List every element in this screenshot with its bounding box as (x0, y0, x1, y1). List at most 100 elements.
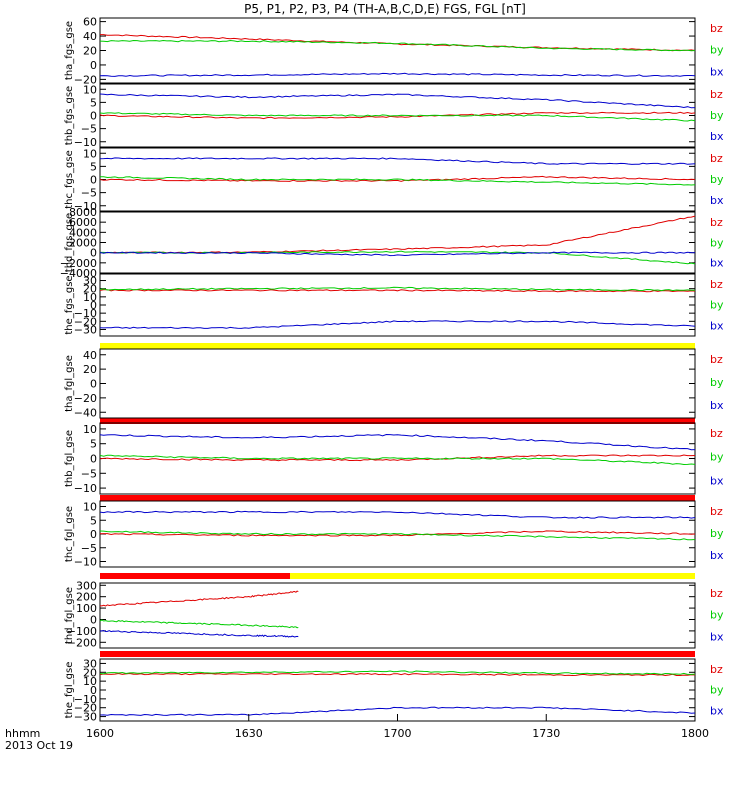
y-tick-label: −20 (74, 392, 97, 405)
panel-frame (99, 211, 696, 274)
y-tick-label: −20 (74, 315, 97, 328)
series-bx (99, 157, 696, 165)
status-strip (100, 651, 695, 657)
footer-hhmm: hhmm (5, 727, 40, 740)
y-tick-label: 5 (90, 438, 97, 451)
y-tick-label: −2000 (60, 257, 97, 270)
y-tick-label: 8000 (69, 206, 97, 219)
y-tick-label: 0 (90, 59, 97, 72)
legend-bz: bz (710, 88, 723, 101)
panel-frame (99, 582, 696, 649)
y-tick-label: 40 (83, 349, 97, 362)
figure-title: P5, P1, P2, P3, P4 (TH-A,B,C,D,E) FGS, F… (244, 2, 526, 16)
series-bz (99, 289, 696, 293)
y-tick-label: 60 (83, 16, 97, 29)
legend-bz: bz (710, 427, 723, 440)
series-bz (99, 672, 696, 677)
y-tick-label: 6000 (69, 216, 97, 229)
y-axis-label: the_fgl_gse (64, 662, 75, 719)
y-tick-label: 5 (90, 160, 97, 173)
y-tick-label: 10 (83, 147, 97, 160)
series-by (99, 286, 695, 292)
series-bz (99, 111, 696, 120)
series-bx (99, 72, 696, 77)
y-tick-label: 40 (83, 30, 97, 43)
x-axis: 1600 1630 1700 1730 1800 (86, 714, 709, 740)
legend-bx: bx (710, 257, 724, 270)
legend-by: by (710, 44, 724, 57)
legend-bz: bz (710, 152, 723, 165)
y-tick-label: 10 (83, 675, 97, 688)
series-bx (99, 251, 696, 257)
legend-bz: bz (710, 587, 723, 600)
series-by (99, 39, 696, 52)
y-tick-label: −5 (81, 542, 97, 555)
legend-by: by (710, 109, 724, 122)
x-tick-label: 1730 (532, 727, 560, 740)
y-tick-label: 10 (83, 291, 97, 304)
y-tick-label: 2000 (69, 237, 97, 250)
series-bx (99, 320, 696, 329)
y-tick-label: 0 (90, 613, 97, 626)
panel-frame (99, 658, 696, 722)
y-axis-label: tha_fgs_gse (64, 21, 75, 80)
legend-bz: bz (710, 22, 723, 35)
y-tick-label: −40 (74, 406, 97, 419)
legend-bz: bz (710, 278, 723, 291)
y-tick-label: 0 (90, 110, 97, 123)
legend-by: by (710, 609, 724, 622)
legend-bx: bx (710, 630, 724, 643)
series-by (99, 454, 696, 466)
y-tick-label: 100 (76, 602, 97, 615)
legend-bx: bx (710, 474, 724, 487)
y-tick-label: −5 (81, 467, 97, 480)
y-tick-label: 0 (90, 174, 97, 187)
y-tick-label: 0 (90, 684, 97, 697)
x-tick-label: 1700 (384, 727, 412, 740)
legend-bx: bx (710, 549, 724, 562)
y-tick-label: 0 (90, 528, 97, 541)
y-tick-label: −5 (81, 123, 97, 136)
y-tick-label: −100 (67, 625, 97, 638)
status-strip (100, 495, 695, 501)
series-bz (99, 530, 696, 537)
y-tick-label: −30 (74, 711, 97, 724)
panel-frame (99, 17, 696, 84)
y-tick-label: 30 (83, 275, 97, 288)
legend-by: by (710, 376, 724, 389)
series-bz (100, 34, 696, 52)
series-bx (99, 706, 696, 716)
y-tick-label: 10 (83, 83, 97, 96)
y-tick-label: −30 (74, 323, 97, 336)
y-tick-label: 0 (90, 453, 97, 466)
series-bx (99, 510, 696, 519)
series-bx (99, 629, 299, 638)
y-tick-label: −10 (74, 556, 97, 569)
y-tick-label: 4000 (69, 226, 97, 239)
y-tick-label: 300 (76, 579, 97, 592)
series-bz (99, 175, 696, 182)
series-by (99, 530, 696, 541)
y-tick-label: 10 (83, 423, 97, 436)
legend-bx: bx (710, 704, 724, 717)
series-by (100, 176, 696, 186)
x-tick-label: 1630 (235, 727, 263, 740)
y-tick-label: −10 (74, 482, 97, 495)
y-axis-label: thd_fgl_gse (64, 587, 75, 644)
y-axis-label: thb_fgs_gse (64, 86, 75, 145)
series-bz (99, 215, 696, 254)
legend-bz: bz (710, 216, 723, 229)
y-tick-label: 5 (90, 514, 97, 527)
y-tick-label: −5 (81, 187, 97, 200)
y-tick-label: −10 (74, 200, 97, 213)
status-strip (100, 343, 695, 349)
legend-by: by (710, 299, 724, 312)
